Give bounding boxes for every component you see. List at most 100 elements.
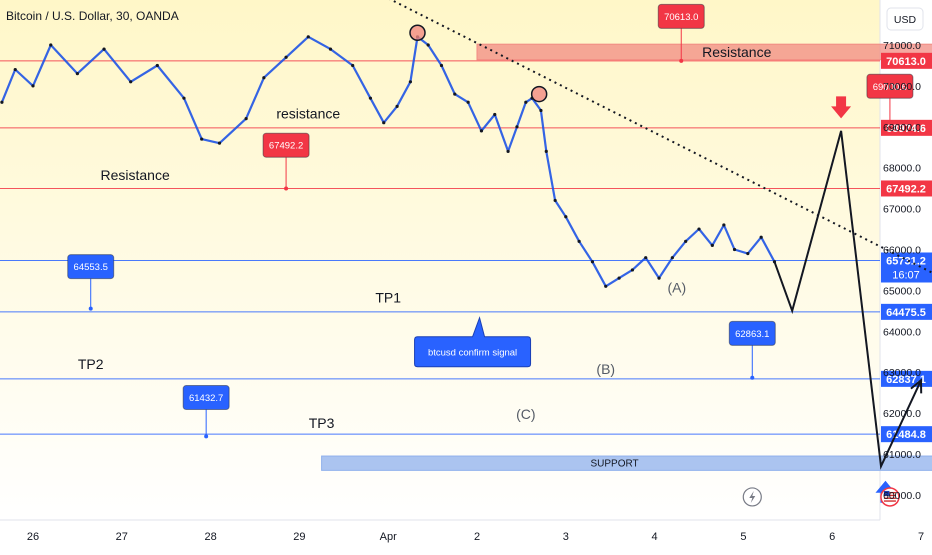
price-point [262,76,266,80]
price-point [722,223,726,227]
level-price-label-3: 65731.2 [886,255,926,267]
price-point [284,55,288,59]
x-tick-label: 27 [116,531,128,543]
price-point [155,63,159,68]
price-point [539,108,543,113]
price-point [657,276,661,280]
level-price-label-5: 62837.1 [886,374,926,386]
peak-marker-circle[interactable] [530,85,548,103]
callout-box[interactable] [728,320,776,346]
price-point [102,47,106,51]
annotation-text: (C) [516,406,535,422]
annotation-text: TP1 [375,290,401,306]
y-tick-label: 62000.0 [883,408,921,420]
callout-label: 70613.0 [664,12,698,23]
price-point [182,96,186,100]
price-point [129,80,133,84]
zone-resistance [476,43,932,61]
level-price-label-0: 70613.0 [886,56,926,68]
y-tick-label: 71000.0 [883,40,921,52]
price-point [506,149,510,153]
annotation-text: TP3 [309,415,335,431]
y-tick-label: 61000.0 [883,449,921,461]
level-price-label-6: 61484.8 [886,429,926,441]
x-tick-label: 28 [204,531,216,543]
y-tick-label: 60000.0 [883,490,921,502]
price-series-line [0,35,776,288]
price-point [684,239,688,243]
price-point [630,268,635,272]
price-point [564,215,568,219]
callout-anchor [204,434,209,439]
x-tick-label: 29 [293,531,305,543]
arrow-down-icon [831,96,852,119]
x-tick-label: 6 [829,531,835,543]
price-point [0,100,4,104]
flag-stripe [883,494,896,497]
signal-callout-label: btcusd confirm signal [428,347,517,358]
price-point [306,35,310,39]
price-point [426,43,430,47]
price-point [13,67,17,72]
price-point [759,235,763,239]
level-price-badge-1 [881,119,932,136]
level-price-label-1: 68974.6 [886,123,926,135]
descending-trendline[interactable] [335,0,932,310]
callout-box[interactable] [182,385,230,411]
flag-stripe [883,491,896,494]
price-point [617,276,621,280]
price-point [524,100,528,104]
y-tick-label: 63000.0 [883,367,921,379]
zone-support [321,455,932,471]
y-tick-label: 67000.0 [883,204,921,216]
peak-marker-circle[interactable] [409,24,426,41]
signal-callout-box[interactable] [414,316,532,368]
price-point [644,256,648,260]
x-tick-label: 4 [652,531,658,543]
annotation-text: (B) [596,361,615,377]
price-point [697,227,701,231]
price-point [493,112,497,117]
callout-label: 62863.1 [735,329,769,340]
chart-title: Bitcoin / U.S. Dollar, 30, OANDA [6,9,179,23]
projection-arrowhead [910,378,923,394]
callout-anchor [679,58,684,63]
x-tick-label: 5 [740,531,746,543]
x-tick-label: 2 [474,531,480,543]
price-point [479,129,484,133]
callout-anchor [887,125,892,130]
level-price-label-4: 64475.5 [886,307,926,319]
callout-box[interactable] [262,132,310,158]
level-price-badge-4 [881,303,932,320]
y-tick-label: 70000.0 [883,81,921,93]
price-point [515,125,519,129]
currency-button[interactable] [886,7,924,31]
x-tick-label: 26 [27,531,39,543]
price-point [408,80,412,84]
price-point [200,137,204,141]
level-price-badge-3 [881,252,932,283]
price-point [395,104,399,108]
callout-box[interactable] [67,254,115,280]
zone-label-resistance: Resistance [702,44,771,60]
price-point [31,84,35,88]
price-point [746,251,750,256]
currency-label: USD [894,14,917,26]
zone-label-support: SUPPORT [591,459,639,470]
price-point [382,121,386,125]
price-point [217,141,222,145]
projection-path[interactable] [773,130,922,470]
x-tick-label: 3 [563,531,569,543]
callout-box[interactable] [657,3,705,29]
y-tick-label: 65000.0 [883,285,921,297]
price-point [244,117,248,121]
callout-box[interactable] [866,73,914,99]
callout-anchor [284,186,289,191]
level-price-badge-0 [881,52,932,69]
price-point [590,260,595,264]
price-point [351,63,355,68]
callout-anchor [88,306,93,311]
price-point [732,247,737,252]
